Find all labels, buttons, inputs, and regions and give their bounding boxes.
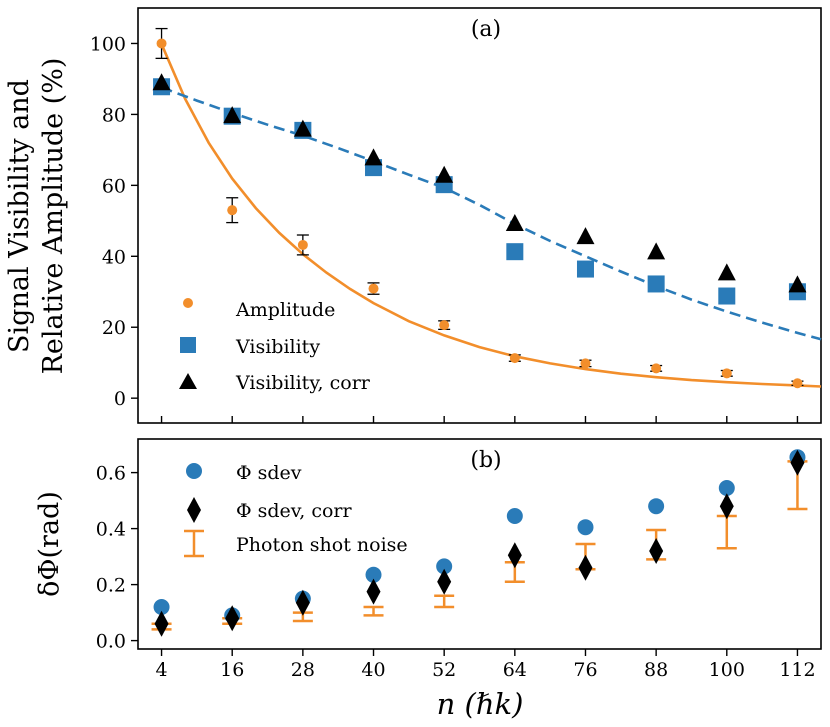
y-axis-label-a-line2: Relative Amplitude (%) bbox=[38, 58, 69, 375]
phi-sdev-corr-point-1 bbox=[225, 605, 240, 632]
visibility-corr-point-3 bbox=[364, 148, 383, 166]
phi-sdev-corr-point-3 bbox=[366, 578, 381, 605]
legend-b-sdev-marker bbox=[186, 463, 202, 479]
shot-noise-bar-8 bbox=[716, 514, 737, 550]
panel-b: 4 16 28 40 52 64 76 88 100 112 0.0 0.2 0.4 0.6 (b) δΦ… bbox=[34, 438, 822, 721]
visibility-point-6 bbox=[576, 260, 594, 278]
visibility-corr-point-4 bbox=[435, 165, 454, 183]
phi-sdev-point-5 bbox=[506, 508, 523, 524]
y-tick-label-b-0: 0.0 bbox=[96, 631, 126, 653]
visibility-corr-point-5 bbox=[505, 214, 524, 232]
x-tick-label-4: 52 bbox=[432, 659, 456, 681]
legend-a-visibility-label: Visibility bbox=[235, 336, 320, 358]
visibility-corr-point-7 bbox=[647, 242, 666, 260]
legend-a-visibility-corr-label: Visibility, corr bbox=[235, 372, 371, 394]
panel-b-label: (b) bbox=[470, 448, 501, 473]
visibility-fit-line bbox=[161, 86, 822, 341]
x-tick-label-0: 4 bbox=[156, 659, 168, 681]
shot-noise-bar-3 bbox=[363, 605, 384, 617]
phi-sdev-corr-point-4 bbox=[437, 568, 452, 595]
phi-sdev-point-8 bbox=[718, 480, 735, 496]
y-tick-label-a-3: 60 bbox=[102, 175, 126, 197]
phi-sdev-corr-point-5 bbox=[507, 542, 522, 569]
x-axis-label: n (ℏk) bbox=[437, 687, 524, 721]
y-tick-label-a-4: 80 bbox=[102, 104, 126, 126]
legend-b: Φ sdev Φ sdev, corr Photon shot noise bbox=[184, 462, 408, 558]
legend-b-sdev-corr-marker bbox=[187, 497, 201, 523]
y-tick-label-a-2: 40 bbox=[102, 246, 126, 268]
phi-sdev-corr-point-9 bbox=[790, 449, 805, 476]
panel-a-fit-curves bbox=[160, 43, 822, 388]
amplitude-point-5 bbox=[509, 353, 520, 364]
x-tick-label-7: 88 bbox=[644, 659, 668, 681]
y-tick-label-b-2: 0.4 bbox=[96, 519, 126, 541]
y-tick-label-a-5: 100 bbox=[90, 33, 126, 55]
y-axis-label-a: Signal Visibility and Relative Amplitude… bbox=[4, 58, 69, 375]
phi-sdev-corr-point-8 bbox=[719, 493, 734, 520]
legend-b-sdev-label: Φ sdev bbox=[236, 462, 302, 484]
phi-sdev-corr-point-6 bbox=[578, 554, 593, 581]
visibility-corr-point-1 bbox=[223, 106, 242, 124]
panel-a-marks bbox=[152, 27, 807, 389]
panel-a-label: (a) bbox=[471, 17, 501, 42]
y-axis-label-a-line1: Signal Visibility and bbox=[4, 79, 35, 353]
phi-sdev-point-6 bbox=[577, 519, 594, 536]
legend-a-amplitude-marker bbox=[183, 298, 193, 308]
x-tick-label-9: 112 bbox=[779, 659, 815, 681]
x-tick-label-1: 16 bbox=[220, 659, 244, 681]
visibility-point-5 bbox=[506, 243, 524, 261]
amplitude-point-8 bbox=[721, 368, 732, 379]
phi-sdev-corr-point-2 bbox=[295, 589, 310, 616]
visibility-corr-point-6 bbox=[576, 227, 595, 245]
legend-b-shot-noise-label: Photon shot noise bbox=[236, 534, 408, 556]
panel-a: 0 20 40 60 80 100 (a) Signal Visibility and R… bbox=[4, 7, 822, 424]
visibility-corr-point-8 bbox=[717, 263, 736, 281]
amplitude-point-9 bbox=[792, 378, 803, 389]
legend-b-sdev-corr-label: Φ sdev, corr bbox=[236, 500, 352, 522]
amplitude-point-2 bbox=[297, 239, 308, 250]
y-tick-label-a-1: 20 bbox=[102, 317, 126, 339]
shot-noise-bar-4 bbox=[434, 594, 455, 609]
y-tick-label-a-0: 0 bbox=[114, 388, 126, 410]
panel-a-frame bbox=[137, 7, 822, 424]
panel-b-marks bbox=[151, 449, 808, 637]
phi-sdev-point-7 bbox=[648, 498, 665, 515]
panel-a-ticks: 0 20 40 60 80 100 bbox=[90, 33, 799, 423]
legend-b-shot-noise-marker bbox=[184, 529, 204, 558]
y-tick-label-b-1: 0.2 bbox=[96, 575, 126, 597]
x-tick-label-8: 100 bbox=[709, 659, 745, 681]
x-tick-label-6: 76 bbox=[573, 659, 597, 681]
y-axis-label-b: δΦ(rad) bbox=[34, 491, 65, 597]
amplitude-point-6 bbox=[580, 358, 591, 369]
amplitude-point-4 bbox=[439, 320, 450, 331]
visibility-point-8 bbox=[718, 287, 736, 305]
amplitude-point-0 bbox=[156, 38, 167, 49]
visibility-point-7 bbox=[647, 275, 665, 293]
legend-a-amplitude-label: Amplitude bbox=[235, 299, 335, 321]
amplitude-point-1 bbox=[227, 205, 238, 216]
phi-sdev-point-4 bbox=[436, 558, 453, 575]
phi-sdev-point-3 bbox=[365, 566, 382, 583]
visibility-corr-point-2 bbox=[293, 119, 312, 137]
visibility-corr-point-9 bbox=[788, 275, 807, 293]
amplitude-point-7 bbox=[651, 363, 662, 374]
x-tick-label-5: 64 bbox=[503, 659, 527, 681]
panel-b-ticks: 4 16 28 40 52 64 76 88 100 112 0.0 0.2 0.4 0.6 bbox=[96, 463, 816, 681]
panel-b-frame bbox=[137, 438, 822, 650]
amplitude-fit-line bbox=[160, 43, 822, 388]
legend-a: Amplitude Visibility Visibility, corr bbox=[179, 298, 371, 394]
phi-sdev-corr-point-7 bbox=[649, 538, 664, 564]
legend-a-visibility-corr-marker bbox=[179, 373, 197, 389]
legend-a-visibility-marker bbox=[180, 337, 196, 353]
x-tick-label-3: 40 bbox=[361, 659, 385, 681]
amplitude-point-3 bbox=[368, 283, 379, 294]
phi-sdev-point-0 bbox=[153, 599, 170, 615]
y-tick-label-b-3: 0.6 bbox=[96, 463, 126, 485]
x-tick-label-2: 28 bbox=[291, 659, 315, 681]
visibility-corr-point-0 bbox=[152, 73, 171, 91]
phi-sdev-corr-point-0 bbox=[154, 610, 169, 637]
